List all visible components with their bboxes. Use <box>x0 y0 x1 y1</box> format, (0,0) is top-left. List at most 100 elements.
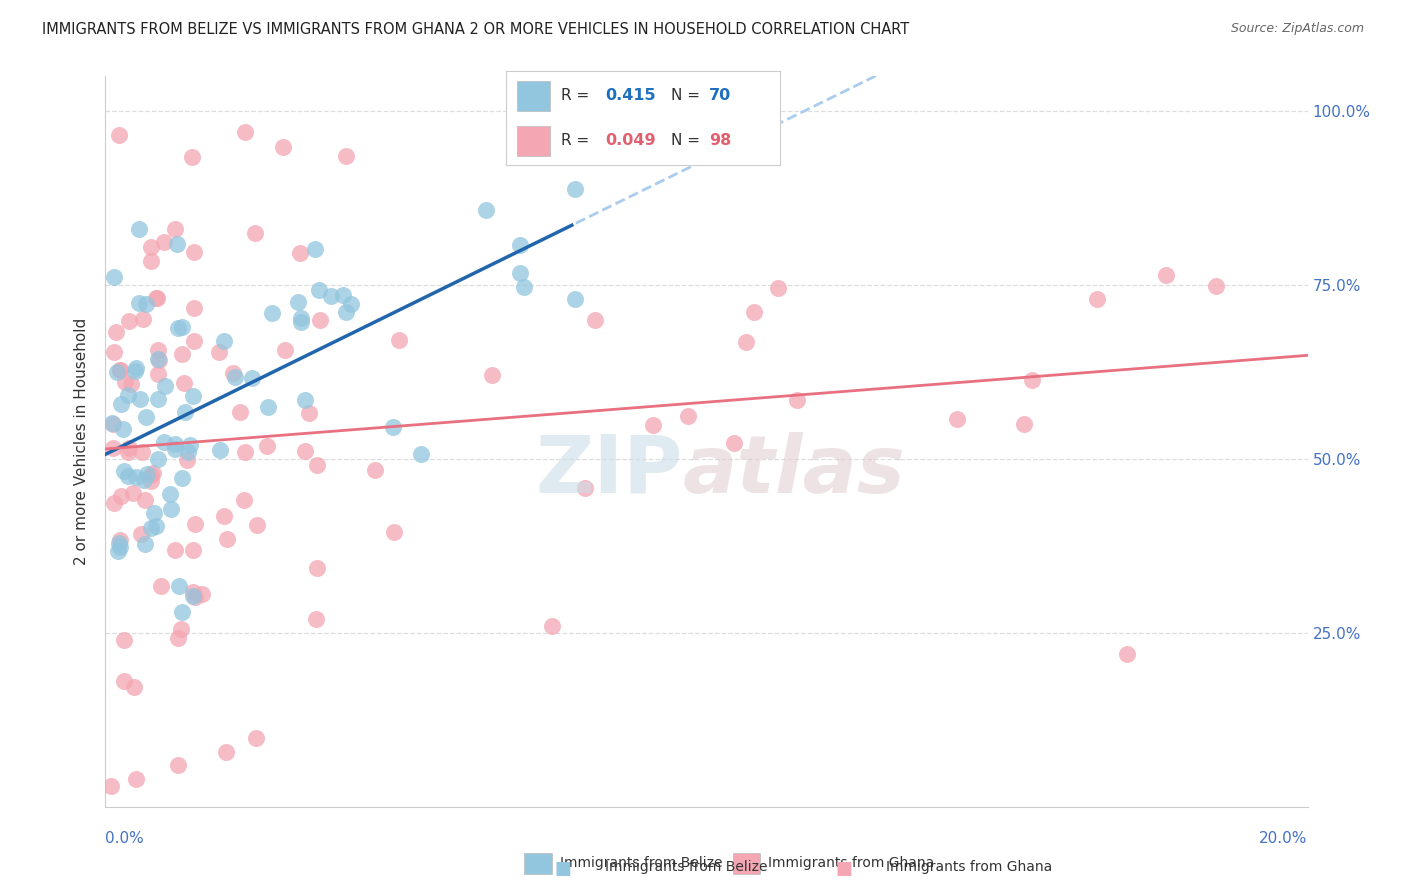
Point <box>131 527 153 541</box>
Point <box>153 235 176 250</box>
Point <box>145 291 167 305</box>
Point <box>124 364 146 378</box>
Text: ▪: ▪ <box>834 853 853 881</box>
Point <box>184 516 207 531</box>
Text: Immigrants from Ghana: Immigrants from Ghana <box>768 856 935 871</box>
Point <box>166 632 188 646</box>
Point <box>100 780 122 794</box>
Point <box>108 540 131 554</box>
Point <box>108 363 131 377</box>
Text: atlas: atlas <box>682 432 905 510</box>
Point <box>117 444 139 458</box>
Point <box>148 352 170 367</box>
Point <box>583 313 606 327</box>
Point <box>153 435 176 450</box>
Point <box>103 417 125 432</box>
Point <box>118 314 141 328</box>
Bar <box>524 853 551 874</box>
Point <box>181 542 204 557</box>
Point <box>744 305 766 319</box>
Point <box>309 312 332 326</box>
Point <box>146 452 169 467</box>
Point <box>181 589 204 603</box>
Point <box>103 269 125 284</box>
Point <box>124 361 146 376</box>
Bar <box>517 81 550 111</box>
Point <box>165 442 187 457</box>
Point <box>104 326 127 340</box>
Y-axis label: 2 or more Vehicles in Household: 2 or more Vehicles in Household <box>75 318 90 566</box>
Point <box>108 362 131 376</box>
Point <box>173 404 195 418</box>
Text: Immigrants from Belize: Immigrants from Belize <box>605 860 768 874</box>
Point <box>124 772 146 787</box>
Point <box>139 253 162 268</box>
Point <box>735 334 758 349</box>
Text: 0.049: 0.049 <box>605 133 655 148</box>
Point <box>1085 293 1108 307</box>
Point <box>167 579 190 593</box>
Point <box>103 496 125 510</box>
Point <box>208 443 231 458</box>
Point <box>222 366 245 380</box>
Point <box>1205 279 1227 293</box>
Point <box>207 344 229 359</box>
Point <box>233 492 256 507</box>
Point <box>101 441 124 455</box>
Text: ▪: ▪ <box>553 853 572 881</box>
Point <box>245 227 267 241</box>
Point <box>246 518 269 533</box>
Point <box>1012 417 1035 431</box>
Text: ZIP: ZIP <box>536 432 682 510</box>
Point <box>163 436 186 450</box>
Point <box>170 347 193 361</box>
Point <box>181 150 204 164</box>
Point <box>166 758 188 772</box>
Point <box>574 481 596 495</box>
Point <box>124 470 146 484</box>
Point <box>103 345 125 359</box>
Point <box>307 560 329 574</box>
Bar <box>517 126 550 156</box>
Point <box>190 587 212 601</box>
Point <box>233 125 256 139</box>
Point <box>363 463 385 477</box>
Point <box>340 297 363 311</box>
Point <box>114 376 136 390</box>
Point <box>170 622 193 636</box>
Point <box>131 444 153 458</box>
Point <box>128 221 150 235</box>
Point <box>541 619 564 633</box>
Point <box>173 376 195 390</box>
Point <box>134 473 156 487</box>
Point <box>212 334 235 348</box>
Point <box>160 501 183 516</box>
Point <box>111 422 134 436</box>
Text: Immigrants from Belize: Immigrants from Belize <box>560 856 723 871</box>
Point <box>304 242 326 256</box>
Point <box>166 236 188 251</box>
Point <box>332 287 354 301</box>
Point <box>382 524 405 539</box>
Point <box>172 605 194 619</box>
Point <box>170 319 193 334</box>
Point <box>163 542 186 557</box>
Point <box>766 281 789 295</box>
Point <box>290 311 312 326</box>
Point <box>146 367 169 381</box>
Point <box>233 445 256 459</box>
Point <box>481 368 503 382</box>
Point <box>1116 647 1139 661</box>
Point <box>107 128 129 143</box>
Point <box>149 578 172 592</box>
Point <box>107 543 129 558</box>
Point <box>155 378 177 392</box>
Text: 0.415: 0.415 <box>605 88 655 103</box>
Point <box>260 306 283 320</box>
Point <box>723 435 745 450</box>
Point <box>183 585 205 599</box>
Point <box>273 140 295 154</box>
Point <box>176 453 198 467</box>
Point <box>120 376 142 391</box>
Text: 0.0%: 0.0% <box>105 831 145 847</box>
